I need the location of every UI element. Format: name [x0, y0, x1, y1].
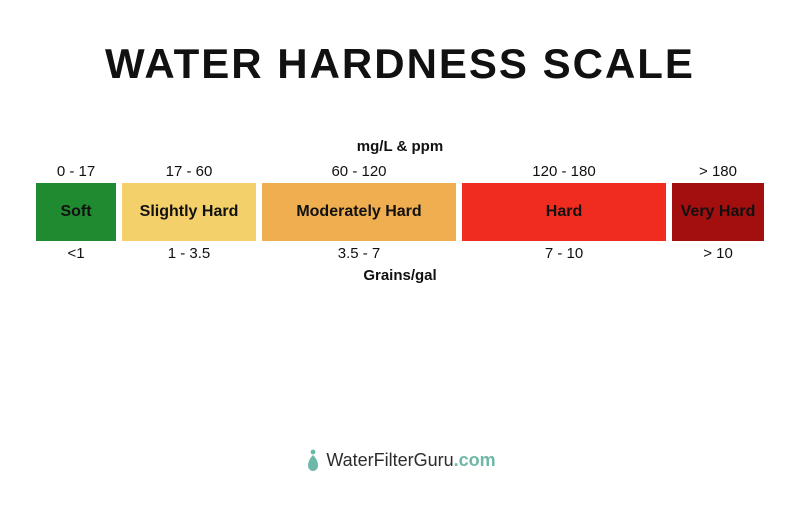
scale-wrap: mg/L & ppm 0 - 1717 - 6060 - 120120 - 18…	[36, 138, 764, 284]
brand-logo: WaterFilterGuru.com	[304, 448, 495, 472]
top-range-row: 0 - 1717 - 6060 - 120120 - 180> 180	[36, 159, 764, 183]
top-range-label: 0 - 17	[36, 159, 116, 183]
hardness-band: Moderately Hard	[262, 183, 456, 241]
bottom-range-row: <11 - 3.53.5 - 77 - 10> 10	[36, 241, 764, 265]
bottom-range-label: > 10	[672, 241, 764, 265]
bottom-range-label: 7 - 10	[462, 241, 666, 265]
page-title: WATER HARDNESS SCALE	[105, 40, 695, 88]
bottom-unit-label: Grains/gal	[363, 267, 436, 284]
top-range-label: 120 - 180	[462, 159, 666, 183]
brand-text: WaterFilterGuru.com	[326, 450, 495, 471]
bottom-range-label: 1 - 3.5	[122, 241, 256, 265]
band-row: SoftSlightly HardModerately HardHardVery…	[36, 183, 764, 241]
hardness-band: Slightly Hard	[122, 183, 256, 241]
bottom-range-label: <1	[36, 241, 116, 265]
top-range-label: 17 - 60	[122, 159, 256, 183]
top-range-label: 60 - 120	[262, 159, 456, 183]
brand-tld: .com	[454, 450, 496, 470]
bottom-range-label: 3.5 - 7	[262, 241, 456, 265]
top-range-label: > 180	[672, 159, 764, 183]
brand-name: WaterFilterGuru	[326, 450, 453, 470]
hardness-band: Soft	[36, 183, 116, 241]
hardness-band: Hard	[462, 183, 666, 241]
footer: WaterFilterGuru.com	[0, 448, 800, 472]
hardness-band: Very Hard	[672, 183, 764, 241]
droplet-person-icon	[304, 448, 322, 472]
top-unit-label: mg/L & ppm	[357, 138, 443, 155]
infographic-container: WATER HARDNESS SCALE mg/L & ppm 0 - 1717…	[0, 0, 800, 520]
